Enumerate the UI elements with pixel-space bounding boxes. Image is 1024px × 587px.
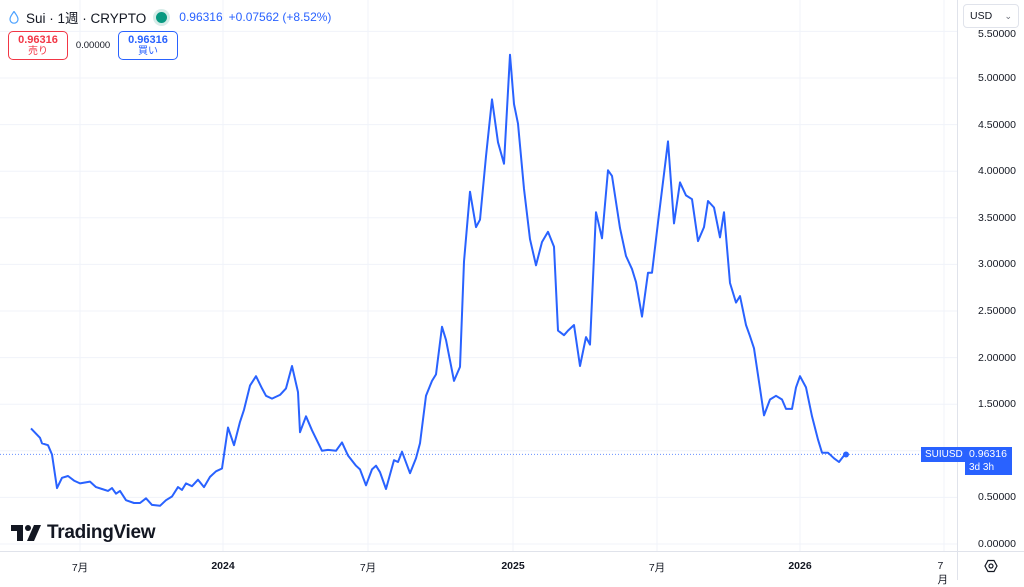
spread-value: 0.00000 [75,40,111,51]
time-tick-label: 2025 [501,560,525,572]
price-tick-label: 4.00000 [978,165,1016,178]
time-tick-label: 7月 [359,562,377,574]
price-tick-label: 2.00000 [978,351,1016,364]
time-tick-label: 2026 [788,560,812,572]
bar-countdown: 3d 3h [969,462,995,473]
price-tick-label: 3.00000 [978,258,1016,271]
price-tick-label: 2.50000 [978,305,1016,317]
market-open-status-icon [156,11,168,23]
price-tick-label: 5.50000 [978,28,1016,40]
currency-selector[interactable]: USD ⌄ [963,4,1019,28]
sell-button[interactable]: 0.96316 売り [8,31,68,60]
price-tick-label: 1.50000 [978,398,1016,411]
price-series-line [30,53,847,507]
last-point-marker [843,451,849,458]
price-line-chart[interactable] [0,0,957,551]
grid-lines [0,0,957,551]
time-tick-label: 7月 [71,562,89,574]
settings-hexagon-icon [984,559,998,573]
trade-buttons: 0.96316 売り 0.00000 0.96316 買い [8,31,178,60]
sell-label: 売り [28,45,48,57]
price-tick-label: 0.00000 [978,538,1016,550]
chevron-down-icon: ⌄ [1004,10,1012,21]
tv-logo-icon [11,525,41,541]
symbol-title[interactable]: Sui · 1週 · CRYPTO [26,11,147,26]
chart-settings-button[interactable] [957,551,1024,580]
sui-droplet-icon [8,10,20,24]
symbol-legend: Sui · 1週 · CRYPTO 0.96316 +0.07562 (+8.5… [8,7,331,27]
symbol-price-tag: SUIUSD [921,447,967,462]
price-tick-label: 4.50000 [978,118,1016,131]
sell-price: 0.96316 [18,33,58,46]
price-tick-label: 5.00000 [978,72,1016,84]
buy-button[interactable]: 0.96316 買い [118,31,178,60]
buy-price: 0.96316 [128,33,168,46]
current-price-value: 0.96316 [969,448,1007,460]
price-tick-label: 3.50000 [978,211,1016,224]
price-tick-label: 0.50000 [978,491,1016,504]
last-price: 0.96316 [179,10,223,24]
time-tick-label: 7月 [648,562,666,574]
currency-label: USD [970,10,993,22]
time-axis[interactable]: 7月 2024 7月 2025 7月 2026 7月 [0,551,957,586]
price-change: +0.07562 (+8.52%) [228,10,332,24]
tradingview-logo[interactable]: TradingView [11,522,156,544]
time-tick-label: 7月 [937,560,949,586]
time-tick-label: 2024 [211,560,235,572]
chart-pane[interactable] [0,0,957,551]
logo-text: TradingView [47,522,156,543]
current-price-label: 0.96316 3d 3h [965,447,1012,475]
buy-label: 買い [138,45,158,57]
